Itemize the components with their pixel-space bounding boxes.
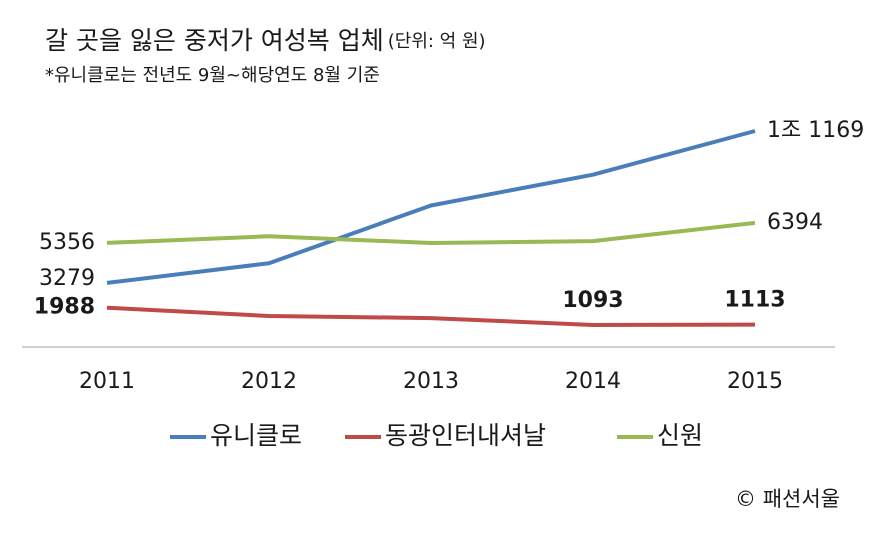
- unit-text: (단위: 억 원): [388, 31, 486, 52]
- line: [106, 220, 756, 246]
- data-label: 1113: [724, 288, 785, 313]
- legend-label: 동광인터내셔날: [385, 421, 546, 450]
- x-tick-label: 2015: [727, 369, 783, 394]
- title-text: 갈 곳을 잃은 중저가 여성복 업체: [45, 26, 384, 55]
- line: [106, 305, 756, 327]
- data-label: 5356: [39, 230, 95, 255]
- x-tick-label: 2011: [79, 369, 135, 394]
- line: [106, 129, 756, 285]
- data-label: 3279: [39, 266, 95, 291]
- legend-label: 신원: [657, 421, 703, 450]
- x-tick-label: 2014: [565, 369, 621, 394]
- data-label: 1988: [34, 295, 95, 320]
- data-label: 6394: [767, 210, 823, 235]
- legend-label: 유니클로: [210, 421, 302, 450]
- source: © 패션서울: [735, 487, 840, 511]
- x-tick-label: 2012: [241, 369, 297, 394]
- data-label: 1093: [562, 288, 623, 313]
- x-tick-label: 2013: [403, 369, 459, 394]
- subtitle: *유니클로는 전년도 9월~해당연도 8월 기준: [45, 65, 380, 86]
- chart-title: 갈 곳을 잃은 중저가 여성복 업체 (단위: 억 원): [45, 26, 486, 55]
- data-label: 1조 1169: [767, 118, 864, 143]
